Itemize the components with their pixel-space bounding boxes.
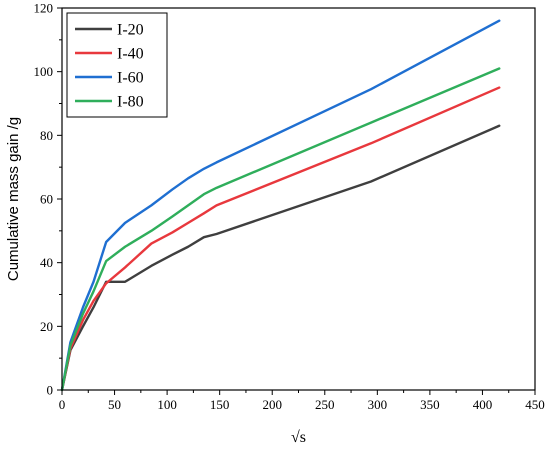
legend-label-i-20: I-20	[117, 22, 144, 39]
series-line-i-40	[60, 86, 501, 392]
legend-label-i-60: I-60	[117, 70, 144, 87]
x-tick-label: 50	[108, 397, 121, 412]
plot-layer	[60, 19, 501, 392]
legend-box	[66, 12, 168, 118]
series-line-i-80	[60, 67, 501, 392]
y-tick-label: 80	[40, 128, 53, 143]
x-tick-label: 400	[473, 397, 493, 412]
axes-layer: 0 50 100 150 200 250 300 350 400 450 0 20 40 60 80 100 1…	[34, 1, 545, 413]
y-tick-label: 60	[40, 192, 53, 207]
x-tick-label: 200	[262, 397, 282, 412]
x-tick-label: 0	[59, 397, 66, 412]
x-tick-label: 250	[315, 397, 335, 412]
x-axis-label: √s	[291, 429, 306, 446]
y-tick-label: 120	[34, 1, 54, 16]
y-tick-label: 20	[40, 319, 53, 334]
x-tick-label: 300	[368, 397, 388, 412]
series-line-i-20	[60, 124, 501, 392]
x-tick-label: 150	[210, 397, 230, 412]
x-tick-label: 100	[157, 397, 177, 412]
x-tick-label: 450	[525, 397, 545, 412]
y-tick-label: 100	[34, 64, 54, 79]
y-axis-label: Cumulative mass gain /g	[5, 117, 22, 281]
legend-label-i-80: I-80	[117, 94, 144, 111]
y-tick-label: 40	[40, 255, 53, 270]
legend: I-20 I-40 I-60 I-80	[66, 12, 168, 118]
x-tick-label: 350	[420, 397, 440, 412]
y-tick-label: 0	[47, 383, 54, 398]
legend-label-i-40: I-40	[117, 46, 144, 63]
series-line-i-60	[60, 19, 501, 392]
